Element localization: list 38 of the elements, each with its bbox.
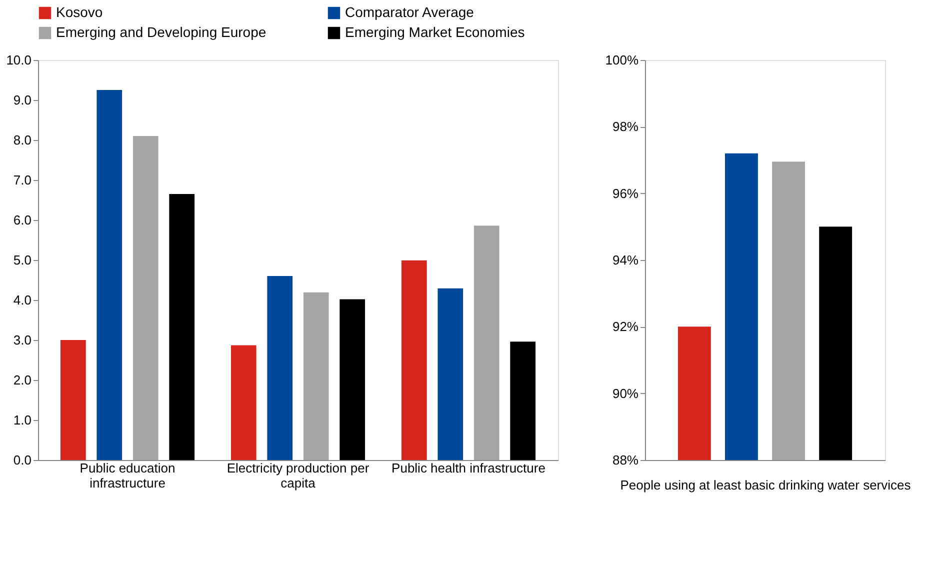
bar: [230, 345, 256, 460]
y-tick-label: 10.0: [6, 52, 32, 68]
y-tick-label: 94%: [612, 252, 639, 268]
y-tick-label: 8.0: [13, 132, 32, 148]
legend-label: Comparator Average: [345, 4, 474, 20]
bar: [132, 136, 158, 460]
y-tick-label: 6.0: [13, 212, 32, 228]
y-tick-label: 0.0: [13, 452, 32, 468]
y-tick-label: 96%: [612, 186, 639, 201]
y-tick-label: 98%: [612, 119, 639, 134]
x-tick-label: Public education infrastructure: [80, 460, 176, 490]
legend-label: Kosovo: [56, 4, 103, 20]
x-tick-label: Public health infrastructure: [392, 460, 546, 476]
y-tick-label: 3.0: [13, 332, 32, 348]
bar: [340, 299, 366, 460]
y-tick-label: 9.0: [13, 92, 32, 108]
bar: [96, 90, 122, 460]
bar: [303, 292, 329, 460]
bar: [401, 260, 427, 460]
y-tick-label: 92%: [612, 319, 639, 334]
y-tick-label: 7.0: [13, 172, 32, 188]
y-tick-label: 88%: [612, 452, 639, 468]
x-axis-title: People using at least basic drinking water services: [620, 478, 912, 492]
bar: [474, 226, 500, 460]
bar: [60, 340, 86, 460]
y-tick-label: 100%: [605, 52, 639, 68]
y-tick-label: 2.0: [13, 372, 32, 388]
y-tick-label: 5.0: [13, 252, 32, 268]
legend-label: Emerging Market Economies: [345, 24, 525, 40]
y-tick-label: 1.0: [13, 412, 32, 428]
bar: [169, 194, 195, 460]
bar: [267, 276, 293, 460]
x-tick-label: Electricity production per capita: [226, 460, 370, 490]
y-tick-label: 4.0: [13, 292, 32, 308]
bar: [438, 288, 464, 460]
y-tick-label: 90%: [612, 386, 639, 401]
legend-label: Emerging and Developing Europe: [56, 24, 266, 40]
bar: [510, 342, 536, 460]
